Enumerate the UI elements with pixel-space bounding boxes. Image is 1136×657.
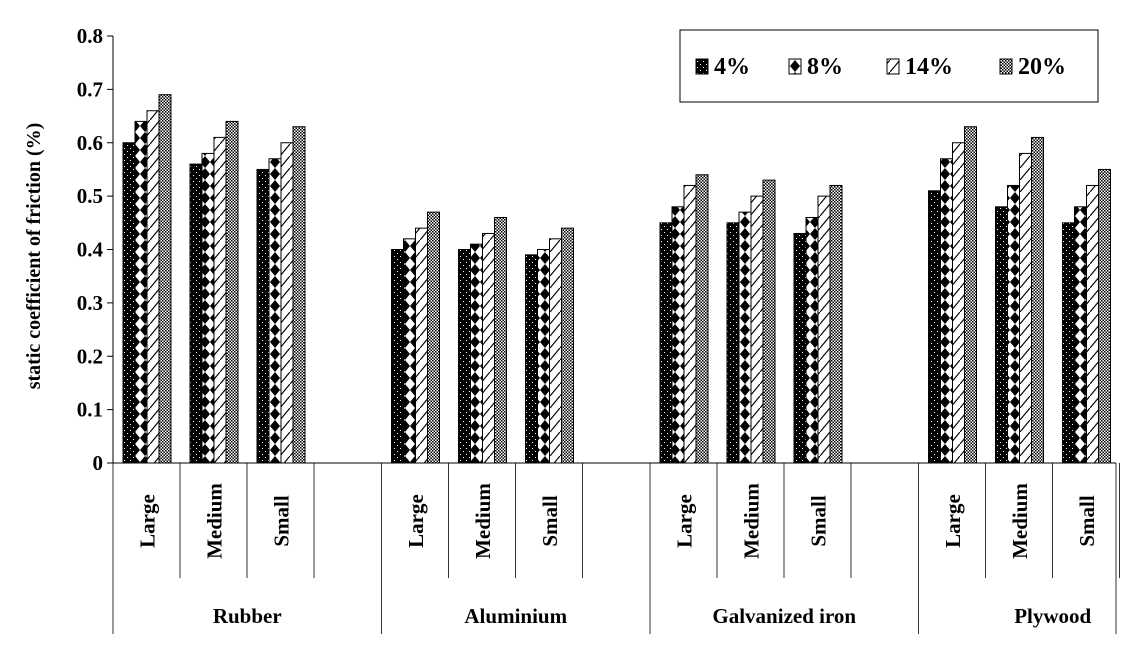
bar-aluminium-large-14pct — [415, 227, 428, 464]
axes: 0 0.1 0.2 0.3 0.4 0.5 0.6 0.7 0.8 — [77, 24, 1120, 634]
y-tick-label: 0.6 — [77, 131, 103, 155]
x-category-label: Large — [404, 494, 428, 548]
x-category-label: Small — [807, 495, 831, 547]
y-tick-label: 0 — [93, 451, 104, 475]
legend-swatch — [886, 58, 900, 75]
bars — [122, 94, 1111, 464]
bar-galvanized-iron-medium-4pct — [726, 222, 740, 464]
bar-rubber-large-8pct — [134, 120, 148, 464]
bar-galvanized-iron-medium-20pct — [762, 179, 776, 464]
x-group-label: Plywood — [1014, 604, 1091, 628]
bar-rubber-large-20pct — [158, 94, 172, 464]
bar-plywood-large-8pct — [940, 158, 953, 464]
bar-galvanized-iron-large-14pct — [683, 184, 697, 464]
x-group-label: Rubber — [213, 604, 282, 628]
bar-rubber-small-20pct — [292, 126, 306, 464]
legend-swatch — [999, 58, 1013, 75]
bar-galvanized-iron-medium-8pct — [738, 211, 752, 464]
x-category-label: Large — [673, 494, 697, 548]
x-category-labels: Large Medium Small Rubber Large Medium Small Al… — [136, 483, 1100, 628]
bar-plywood-large-14pct — [952, 142, 965, 464]
bar-aluminium-medium-4pct — [458, 249, 471, 464]
bar-aluminium-small-4pct — [525, 254, 538, 464]
y-tick-label: 0.7 — [77, 77, 103, 101]
x-category-label: Medium — [203, 483, 227, 559]
bar-aluminium-large-8pct — [403, 238, 416, 464]
bar-galvanized-iron-large-8pct — [671, 206, 685, 464]
bar-galvanized-iron-small-8pct — [805, 216, 819, 464]
bar-galvanized-iron-large-4pct — [659, 222, 673, 464]
x-category-label: Small — [1075, 495, 1099, 547]
bar-galvanized-iron-medium-14pct — [750, 195, 764, 464]
bar-galvanized-iron-large-20pct — [695, 174, 709, 464]
bar-plywood-small-20pct — [1098, 168, 1111, 464]
y-tick-label: 0.5 — [77, 184, 103, 208]
bar-aluminium-medium-20pct — [494, 216, 507, 464]
bar-aluminium-medium-8pct — [470, 243, 483, 464]
bar-plywood-small-4pct — [1062, 222, 1075, 464]
bar-aluminium-small-14pct — [549, 238, 562, 464]
legend-label: 14% — [905, 54, 953, 80]
bar-plywood-small-8pct — [1074, 206, 1087, 464]
bar-rubber-medium-20pct — [225, 120, 239, 464]
bar-plywood-small-14pct — [1086, 184, 1099, 464]
bar-aluminium-large-4pct — [391, 249, 404, 464]
legend-label: 8% — [807, 54, 843, 80]
bar-aluminium-medium-14pct — [482, 232, 495, 464]
bar-rubber-large-14pct — [146, 110, 160, 464]
x-group-label: Galvanized iron — [712, 604, 856, 628]
y-tick-label: 0.2 — [77, 344, 103, 368]
bar-aluminium-small-20pct — [561, 227, 574, 464]
y-axis-label: static coefficient of friction (%) — [23, 123, 45, 390]
legend-label: 20% — [1018, 54, 1066, 80]
bar-rubber-small-8pct — [268, 158, 282, 464]
bar-rubber-small-14pct — [280, 142, 294, 464]
bar-galvanized-iron-small-4pct — [793, 232, 807, 464]
bar-plywood-medium-4pct — [995, 206, 1008, 464]
bar-aluminium-large-20pct — [427, 211, 440, 464]
bar-plywood-medium-20pct — [1031, 136, 1044, 464]
y-tick-label: 0.3 — [77, 291, 103, 315]
x-category-label: Medium — [471, 483, 495, 559]
bar-rubber-medium-4pct — [189, 163, 203, 464]
bar-galvanized-iron-small-14pct — [817, 195, 831, 464]
legend: 4% 8% 14% 20% — [679, 29, 1099, 103]
y-tick-label: 0.4 — [77, 238, 104, 262]
bar-rubber-large-4pct — [122, 142, 136, 464]
y-tick-label: 0.8 — [77, 24, 103, 48]
x-category-label: Small — [538, 495, 562, 547]
x-group-label: Aluminium — [464, 604, 567, 628]
x-category-label: Medium — [1008, 483, 1032, 559]
x-category-label: Large — [941, 494, 965, 548]
legend-label: 4% — [714, 54, 750, 80]
bar-plywood-large-20pct — [964, 126, 977, 464]
bar-plywood-medium-8pct — [1007, 184, 1020, 464]
legend-swatch — [788, 58, 802, 75]
x-category-label: Large — [136, 494, 160, 548]
legend-swatch — [695, 58, 709, 75]
x-category-label: Small — [270, 495, 294, 547]
bar-rubber-medium-8pct — [201, 152, 215, 464]
bar-galvanized-iron-small-20pct — [829, 184, 843, 464]
y-tick-label: 0.1 — [77, 398, 103, 422]
x-category-label: Medium — [740, 483, 764, 559]
bar-plywood-large-4pct — [928, 190, 941, 464]
bar-rubber-medium-14pct — [213, 136, 227, 464]
bar-aluminium-small-8pct — [537, 249, 550, 464]
bar-rubber-small-4pct — [256, 168, 270, 464]
bar-plywood-medium-14pct — [1019, 152, 1032, 464]
